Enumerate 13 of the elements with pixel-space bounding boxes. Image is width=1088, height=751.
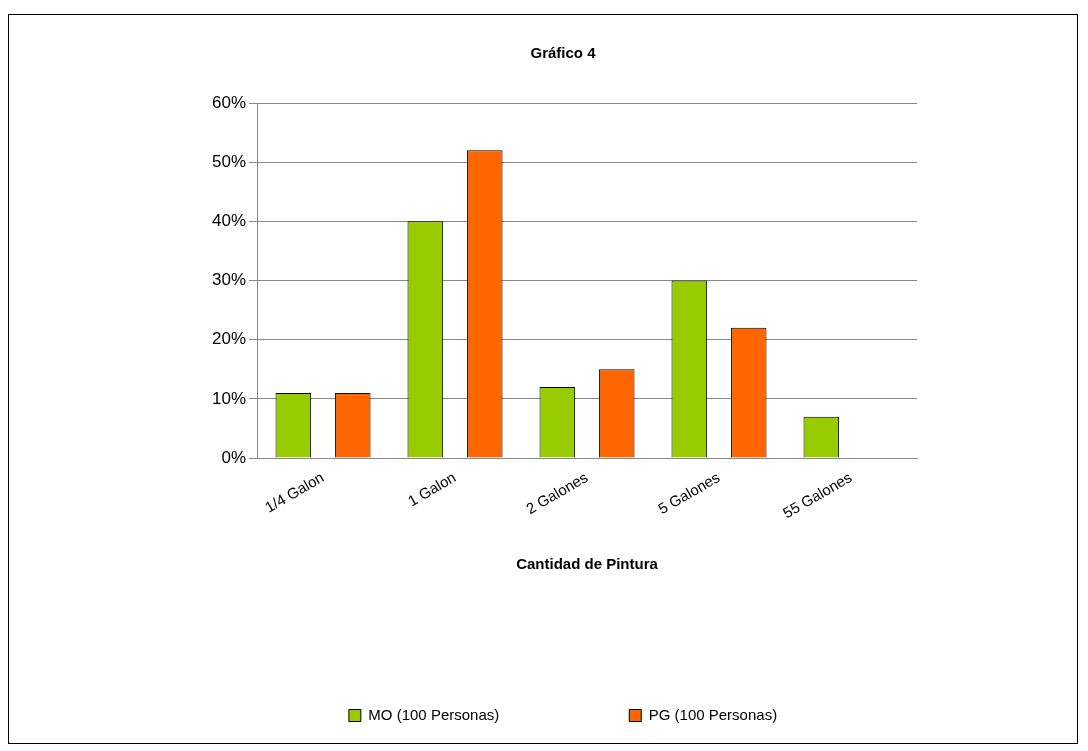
x-tick-label: 1 Galon [404, 468, 459, 510]
y-tick-label: 50% [211, 151, 247, 171]
y-tick-label: 0% [221, 447, 247, 467]
y-tick-label: 30% [211, 270, 247, 290]
chart-title: Gráfico 4 [530, 44, 597, 62]
legend-label: MO (100 Personas) [368, 705, 500, 723]
y-tick-label: 20% [211, 329, 247, 349]
x-axis-title: Cantidad de Pintura [516, 555, 659, 573]
legend-label: PG (100 Personas) [648, 705, 778, 723]
y-tick-label: 60% [211, 92, 247, 112]
y-tick-label: 40% [211, 211, 247, 231]
y-tick-label: 10% [211, 388, 247, 408]
x-tick-label: 1/4 Galon [261, 468, 327, 516]
